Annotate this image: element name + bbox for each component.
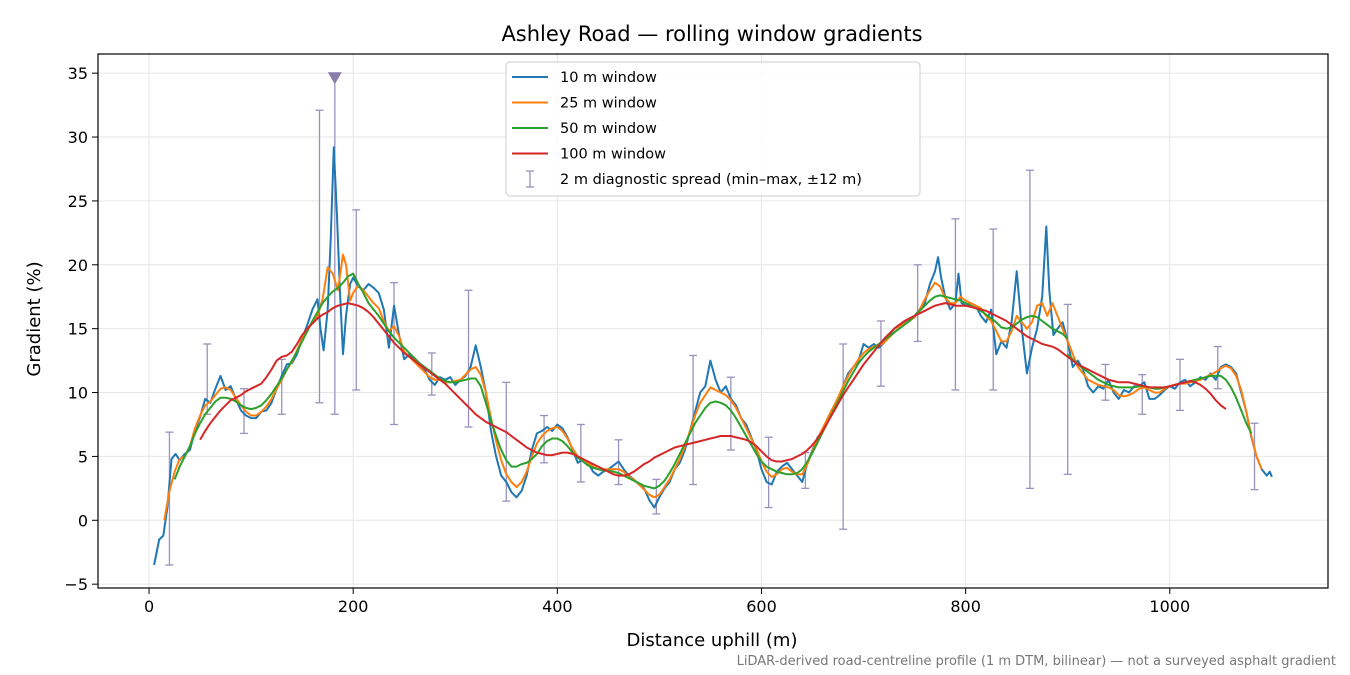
x-tick-label: 600: [746, 597, 777, 616]
legend-item: 50 m window: [512, 121, 657, 137]
series-line-100-m-window: [199, 302, 1227, 477]
spread-errorbar: [913, 264, 922, 343]
spread-errorbar: [239, 388, 248, 435]
legend-label: 10 m window: [560, 70, 657, 86]
x-tick-label: 800: [950, 597, 981, 616]
legend-label: 100 m window: [560, 147, 666, 163]
legend-box: [505, 61, 921, 197]
peak-markers: [327, 72, 342, 85]
series-line-50-m-window: [173, 272, 1069, 490]
spread-errorbar: [876, 320, 885, 387]
plot-frame: [97, 53, 1329, 589]
legend-label: 50 m window: [560, 121, 657, 137]
y-tick-label: 5: [78, 447, 88, 466]
spread-errorbar: [315, 109, 324, 404]
spread-errorbar: [989, 228, 998, 391]
spread-errorbar: [1025, 169, 1034, 490]
spread-errorbar: [1063, 303, 1072, 475]
series-line-50-m-window-continued: [1066, 353, 1253, 434]
y-axis-title: Gradient (%): [24, 261, 45, 376]
series-lines: [153, 146, 1273, 566]
legend-item-errorbar: 2 m diagnostic spread (min–max, ±12 m): [526, 170, 862, 188]
legend-item: 25 m window: [512, 96, 657, 112]
y-tick-label: 0: [78, 511, 88, 530]
y-tick-label: 30: [68, 128, 88, 147]
x-tick-label: 400: [542, 597, 573, 616]
x-tick-label: 200: [338, 597, 369, 616]
y-tick-label: 15: [68, 320, 88, 339]
spread-errorbar: [576, 423, 585, 483]
spread-errorbar: [1138, 374, 1147, 415]
spread-errorbar: [839, 343, 848, 530]
legend-item: 100 m window: [512, 147, 666, 163]
legend: 10 m window 25 m window 50 m window 100 m w…: [505, 61, 921, 197]
legend-item: 10 m window: [512, 70, 657, 86]
chart-title: Ashley Road — rolling window gradients: [501, 22, 922, 46]
y-tick-label: −5: [64, 575, 88, 594]
spread-errorbar: [165, 431, 174, 566]
peak-marker-triangle: [327, 72, 342, 85]
y-tick-label: 35: [68, 64, 88, 83]
x-tick-label: 0: [144, 597, 154, 616]
x-axis-title: Distance uphill (m): [627, 630, 798, 651]
spread-errorbar: [1213, 345, 1222, 390]
legend-label: 25 m window: [560, 96, 657, 112]
y-tick-label: 25: [68, 192, 88, 211]
x-axis-ticks: 0 200 400 600 800 1000: [144, 588, 1190, 616]
spread-errorbar: [464, 289, 473, 428]
spread-errorbar: [726, 376, 735, 451]
x-tick-label: 1000: [1149, 597, 1190, 616]
series-line-25-m-window: [163, 253, 1263, 521]
legend-label: 2 m diagnostic spread (min–max, ±12 m): [560, 172, 862, 188]
y-tick-label: 10: [68, 384, 88, 403]
spread-errorbar: [1175, 358, 1184, 412]
y-tick-label: 20: [68, 256, 88, 275]
y-axis-ticks: −5 0 5 10 15 20 25 30 35: [64, 64, 98, 594]
spread-errorbar: [352, 209, 361, 391]
footnote: LiDAR-derived road-centreline profile (1…: [737, 654, 1336, 669]
spread-errorbar: [1250, 422, 1259, 491]
